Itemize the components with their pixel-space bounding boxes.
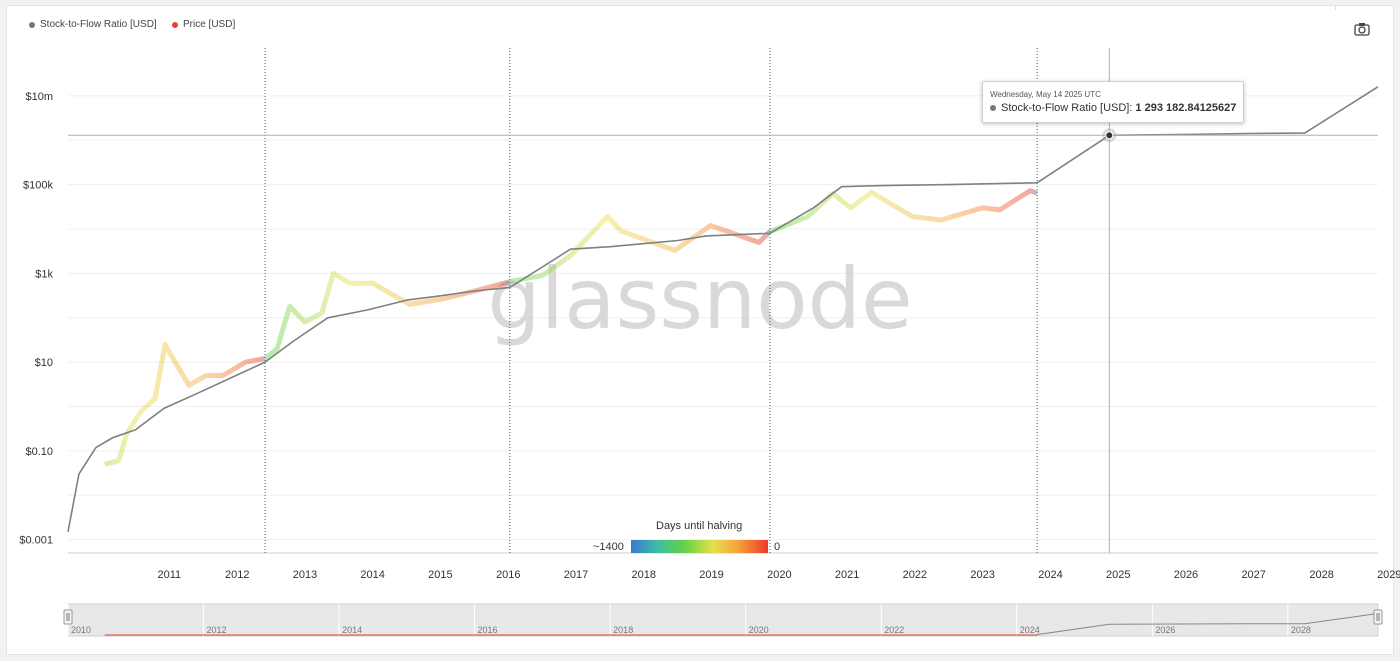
colorbar-min-label: ~1400	[593, 541, 624, 553]
y-tick-label: $10	[35, 357, 53, 369]
navigator-s2f-line	[1036, 613, 1379, 636]
legend-item-price[interactable]: Price [USD]	[172, 19, 235, 30]
x-tick-label: 2015	[428, 569, 452, 581]
x-tick-label: 2029	[1377, 569, 1400, 581]
x-tick-label: 2023	[970, 569, 994, 581]
navigator-background	[67, 603, 1379, 637]
navigator-handle-left[interactable]	[63, 609, 73, 625]
tooltip: Wednesday, May 14 2025 UTC Stock-to-Flow…	[982, 81, 1244, 123]
colorbar-title: Days until halving	[656, 520, 743, 532]
navigator-label: 2026	[1155, 625, 1175, 635]
legend-label-price: Price [USD]	[183, 19, 236, 30]
legend-item-s2f[interactable]: Stock-to-Flow Ratio [USD]	[29, 19, 157, 30]
legend-dot-icon	[29, 21, 35, 28]
x-axis: 2011 2012 2013 2014 2015 2016 2017 2018 2019 2020…	[157, 569, 1400, 581]
navigator-label: 2020	[749, 625, 769, 635]
x-tick-label: 2017	[564, 569, 588, 581]
x-tick-label: 2021	[835, 569, 859, 581]
navigator-label: 2024	[1020, 625, 1040, 635]
y-tick-label: $10m	[25, 91, 53, 103]
halving-lines	[264, 48, 1038, 553]
y-tick-label: $1k	[35, 268, 53, 280]
navigator-label: 2018	[613, 625, 633, 635]
x-tick-label: 2027	[1241, 569, 1265, 581]
x-tick-label: 2025	[1106, 569, 1130, 581]
navigator-label: 2016	[478, 625, 498, 635]
y-axis: $0.001 $0.10 $10 $1k $100k $10m	[19, 91, 53, 547]
crosshair-marker	[1105, 131, 1114, 140]
navigator-label: 2012	[206, 625, 226, 635]
x-tick-label: 2016	[496, 569, 520, 581]
price-line	[104, 188, 1038, 467]
x-tick-label: 2013	[293, 569, 317, 581]
x-tick-label: 2020	[767, 569, 791, 581]
tooltip-series-label: Stock-to-Flow Ratio [USD]:	[1001, 102, 1133, 114]
navigator-label: 2022	[884, 625, 904, 635]
tooltip-row: Stock-to-Flow Ratio [USD]: 1 293 182.841…	[990, 102, 1236, 114]
x-tick-label: 2024	[1038, 569, 1062, 581]
legend-dot-icon	[172, 21, 178, 28]
colorbar-max-label: 0	[774, 541, 781, 553]
navigator-handle-right[interactable]	[1373, 609, 1383, 625]
watermark: glassnode	[487, 250, 912, 348]
crosshair	[68, 48, 1378, 553]
series-dot-icon	[990, 105, 996, 111]
x-tick-label: 2012	[225, 569, 249, 581]
y-tick-label: $0.10	[25, 446, 53, 458]
x-tick-label: 2019	[699, 569, 723, 581]
tooltip-date: Wednesday, May 14 2025 UTC	[990, 90, 1101, 99]
gridlines	[68, 95, 1378, 554]
x-tick-label: 2018	[632, 569, 656, 581]
navigator[interactable]: 2010 2012 2014 2016 2018 2020 2022 2024 2026 2028	[63, 603, 1383, 637]
series-layer	[67, 86, 1379, 532]
divider	[1335, 6, 1336, 10]
navigator-label: 2028	[1291, 625, 1311, 635]
y-tick-label: $100k	[23, 180, 53, 192]
x-tick-label: 2026	[1174, 569, 1198, 581]
colorbar	[631, 540, 768, 553]
x-tick-label: 2028	[1309, 569, 1333, 581]
navigator-label: 2010	[71, 625, 91, 635]
legend-label-s2f: Stock-to-Flow Ratio [USD]	[40, 19, 157, 30]
tooltip-value: 1 293 182.84125627	[1135, 102, 1237, 114]
s2f-line	[67, 86, 1379, 532]
x-tick-label: 2022	[903, 569, 927, 581]
y-tick-label: $0.001	[19, 535, 53, 547]
navigator-label: 2014	[342, 625, 362, 635]
x-tick-label: 2014	[360, 569, 384, 581]
camera-icon[interactable]	[1354, 22, 1370, 36]
x-tick-label: 2011	[157, 569, 181, 581]
